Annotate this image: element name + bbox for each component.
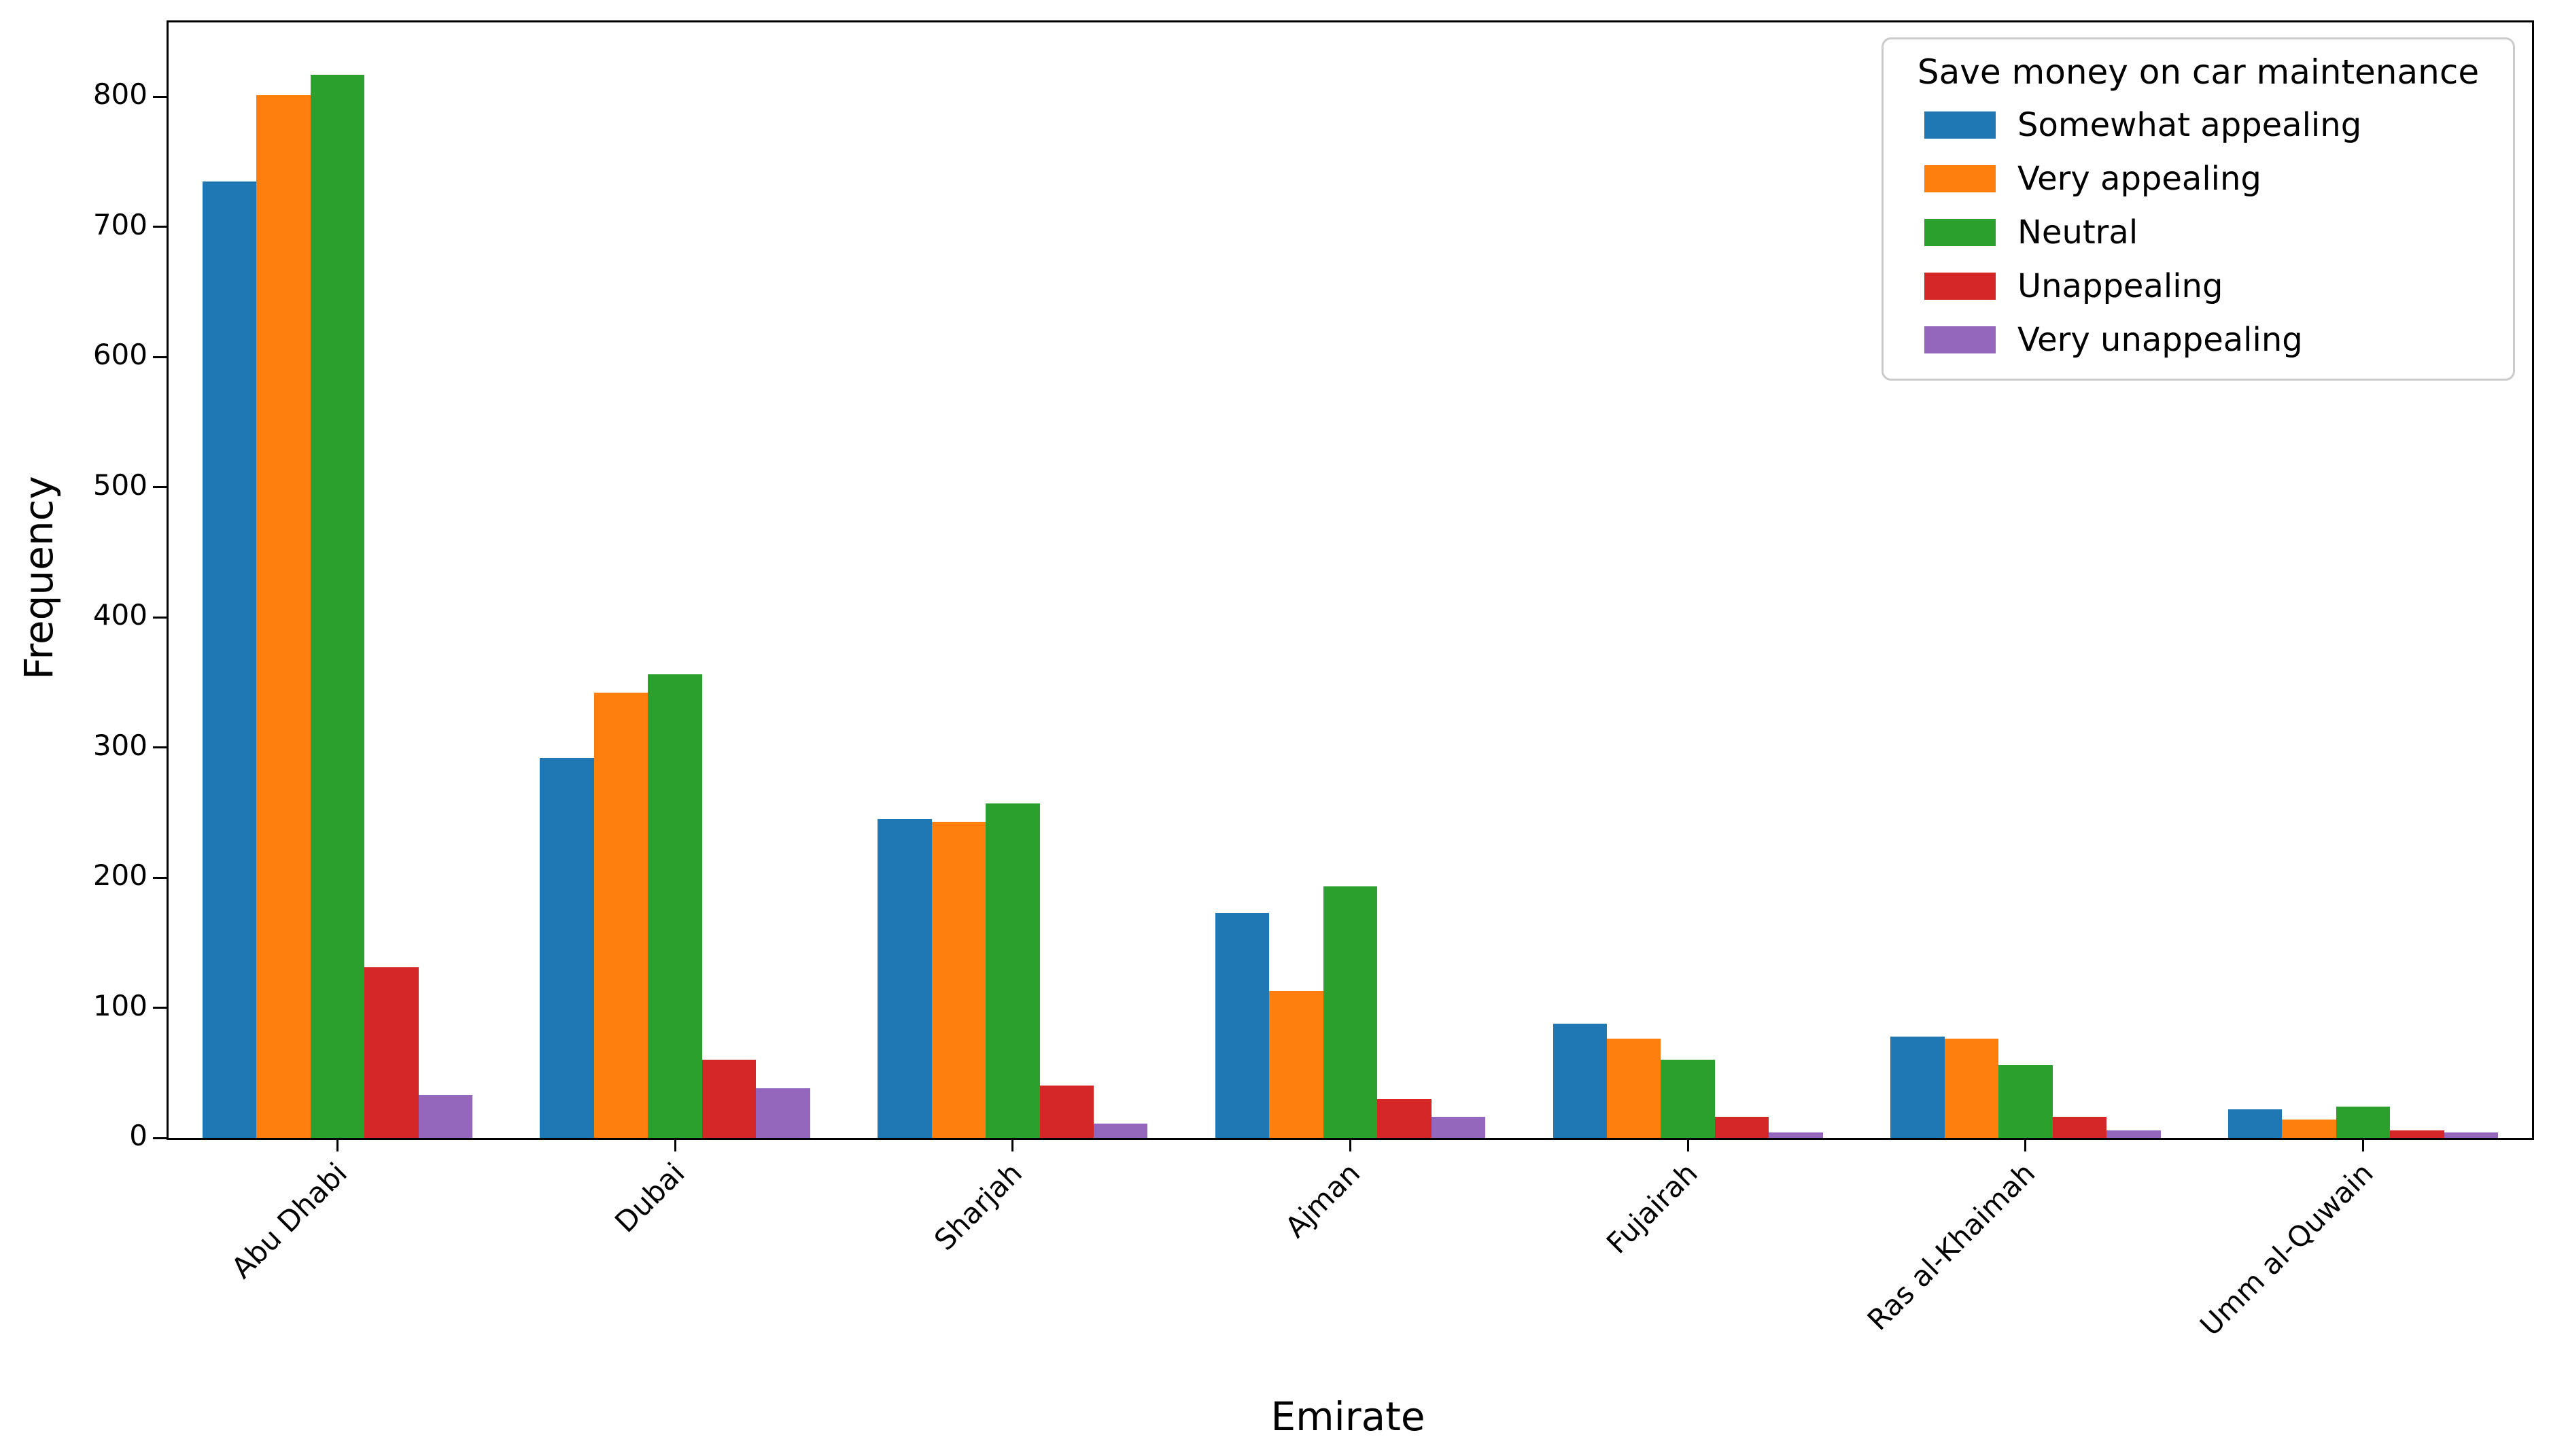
- bar: [2444, 1132, 2499, 1138]
- legend-label: Somewhat appealing: [2017, 105, 2362, 144]
- bar: [2052, 1117, 2107, 1138]
- legend-row: Somewhat appealing: [1897, 98, 2499, 152]
- bar: [593, 693, 648, 1138]
- y-tick-label: 500: [92, 468, 148, 502]
- x-tick: [2024, 1138, 2027, 1151]
- x-tick: [1011, 1138, 1014, 1151]
- y-tick: [153, 1007, 167, 1009]
- bar: [364, 967, 419, 1138]
- x-tick-label: Ras al-Khaimah: [1860, 1156, 2042, 1337]
- bar: [1553, 1023, 1607, 1138]
- legend-label: Very unappealing: [2017, 320, 2303, 359]
- bar: [418, 1094, 473, 1138]
- bar: [1093, 1123, 1148, 1138]
- bar: [1607, 1039, 1661, 1138]
- y-tick-label: 800: [92, 77, 148, 111]
- bar: [310, 74, 365, 1138]
- y-tick: [153, 486, 167, 489]
- legend-label: Very appealing: [2017, 159, 2261, 198]
- legend-swatch: [1924, 326, 1996, 353]
- x-axis-title: Emirate: [1270, 1393, 1425, 1440]
- y-tick: [153, 746, 167, 749]
- x-tick: [2362, 1138, 2365, 1151]
- y-tick-label: 400: [92, 598, 148, 632]
- y-tick: [153, 356, 167, 358]
- x-tick: [336, 1138, 339, 1151]
- x-tick-label: Dubai: [608, 1156, 691, 1239]
- bar: [931, 821, 986, 1138]
- legend-swatch: [1924, 111, 1996, 139]
- bar: [1944, 1039, 1999, 1138]
- bar: [1890, 1036, 1945, 1138]
- legend-row: Very unappealing: [1897, 313, 2499, 366]
- legend-swatch: [1924, 272, 1996, 300]
- legend-items: Somewhat appealing Very appealing Neutral U…: [1897, 98, 2499, 366]
- y-tick: [153, 95, 167, 98]
- bar: [256, 95, 311, 1138]
- legend-swatch: [1924, 218, 1996, 246]
- bar: [878, 818, 932, 1138]
- y-tick-label: 100: [92, 988, 148, 1022]
- bar: [540, 757, 594, 1138]
- x-tick-label: Abu Dhabi: [224, 1156, 354, 1285]
- bar: [986, 803, 1040, 1138]
- y-tick: [153, 876, 167, 879]
- bar: [1714, 1117, 1769, 1138]
- x-tick: [674, 1138, 676, 1151]
- bar: [756, 1088, 810, 1138]
- bar: [1769, 1132, 1823, 1138]
- x-tick-label: Umm al-Quwain: [2193, 1156, 2380, 1342]
- y-tick: [153, 226, 167, 228]
- bar: [2282, 1120, 2336, 1138]
- x-tick-label: Ajman: [1278, 1156, 1367, 1245]
- y-tick: [153, 616, 167, 619]
- bar: [2227, 1109, 2283, 1138]
- bar: [701, 1060, 757, 1138]
- y-tick-label: 200: [92, 859, 148, 892]
- bar: [202, 181, 257, 1138]
- x-tick: [1349, 1138, 1351, 1151]
- x-tick-label: Sharjah: [928, 1156, 1029, 1258]
- x-tick-label: Fujairah: [1599, 1156, 1704, 1260]
- legend-row: Neutral: [1897, 205, 2499, 259]
- bar: [1269, 990, 1323, 1138]
- y-tick-label: 300: [92, 728, 148, 762]
- legend: Save money on car maintenance Somewhat a…: [1882, 37, 2515, 381]
- bar: [1661, 1060, 1715, 1138]
- bar: [648, 674, 702, 1138]
- bar: [1431, 1117, 1486, 1138]
- legend-title: Save money on car maintenance: [1917, 52, 2480, 92]
- legend-swatch: [1924, 164, 1996, 192]
- y-axis-title: Frequency: [16, 476, 62, 680]
- bar: [1215, 912, 1270, 1138]
- legend-label: Unappealing: [2017, 266, 2223, 305]
- bar: [1998, 1064, 2053, 1138]
- bar: [2336, 1107, 2391, 1138]
- bar: [2106, 1130, 2161, 1138]
- bar: [1039, 1086, 1094, 1138]
- legend-row: Unappealing: [1897, 259, 2499, 313]
- bar: [2390, 1130, 2444, 1138]
- x-tick: [1686, 1138, 1689, 1151]
- y-tick-label: 0: [129, 1119, 148, 1152]
- legend-row: Very appealing: [1897, 152, 2499, 205]
- y-tick-label: 700: [92, 207, 148, 241]
- y-tick: [153, 1137, 167, 1139]
- bar: [1377, 1098, 1432, 1138]
- y-tick-label: 600: [92, 338, 148, 372]
- legend-label: Neutral: [2017, 213, 2138, 252]
- bar: [1323, 886, 1378, 1138]
